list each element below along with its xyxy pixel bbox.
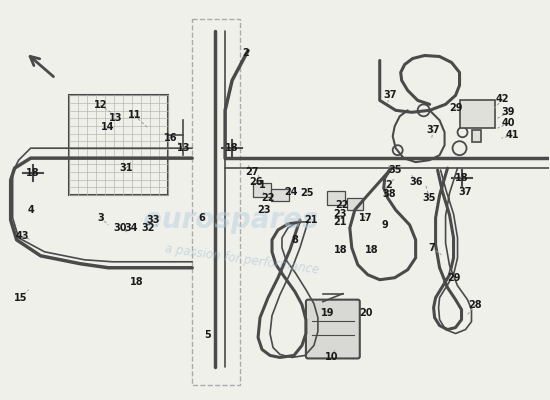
Text: 23: 23 — [333, 209, 346, 219]
FancyBboxPatch shape — [306, 300, 360, 358]
Text: 33: 33 — [146, 215, 160, 225]
Text: 14: 14 — [101, 122, 114, 132]
Text: 11: 11 — [128, 110, 141, 120]
Text: 10: 10 — [325, 352, 339, 362]
Text: 39: 39 — [502, 107, 515, 117]
Text: 9: 9 — [381, 220, 388, 230]
Text: 18: 18 — [365, 245, 378, 255]
Text: a passion for performance: a passion for performance — [164, 242, 320, 277]
Text: 32: 32 — [141, 223, 155, 233]
Text: 7: 7 — [428, 243, 435, 253]
Text: 37: 37 — [427, 125, 441, 135]
Text: 22: 22 — [335, 200, 349, 210]
Text: 6: 6 — [199, 213, 206, 223]
Text: 23: 23 — [257, 205, 271, 215]
Text: 12: 12 — [94, 100, 107, 110]
Text: 30: 30 — [114, 223, 127, 233]
Text: 16: 16 — [163, 133, 177, 143]
Text: 43: 43 — [16, 231, 29, 241]
Text: 3: 3 — [97, 213, 104, 223]
Text: 38: 38 — [382, 189, 395, 199]
Text: 36: 36 — [409, 177, 422, 187]
Text: 18: 18 — [130, 277, 143, 287]
Text: 17: 17 — [359, 213, 372, 223]
Text: 18: 18 — [455, 173, 469, 183]
Text: 8: 8 — [292, 235, 299, 245]
Text: 15: 15 — [14, 293, 28, 303]
Text: 2: 2 — [243, 48, 250, 58]
Bar — [460, 100, 496, 128]
Text: 25: 25 — [300, 188, 313, 198]
Text: 37: 37 — [383, 90, 397, 100]
FancyBboxPatch shape — [347, 198, 363, 210]
Text: 41: 41 — [505, 130, 519, 140]
Text: 35: 35 — [423, 193, 436, 203]
Text: 13: 13 — [109, 113, 122, 123]
Text: 29: 29 — [447, 273, 460, 283]
FancyBboxPatch shape — [253, 183, 271, 197]
Text: 34: 34 — [125, 223, 138, 233]
FancyBboxPatch shape — [327, 191, 345, 205]
Text: 21: 21 — [304, 215, 318, 225]
Text: 42: 42 — [496, 94, 509, 104]
Bar — [471, 130, 481, 142]
Text: 24: 24 — [284, 187, 298, 197]
Text: 27: 27 — [245, 167, 259, 177]
Text: 31: 31 — [120, 163, 133, 173]
Text: 19: 19 — [321, 308, 334, 318]
Text: 13: 13 — [177, 143, 190, 153]
Text: 29: 29 — [449, 103, 463, 113]
FancyBboxPatch shape — [271, 189, 289, 201]
Text: 21: 21 — [333, 217, 346, 227]
Text: 2: 2 — [386, 180, 392, 190]
Text: 5: 5 — [204, 330, 211, 340]
Text: 37: 37 — [459, 187, 472, 197]
Text: 35: 35 — [388, 165, 402, 175]
Text: 40: 40 — [502, 118, 515, 128]
Text: eurospares: eurospares — [144, 206, 319, 234]
Text: 22: 22 — [261, 193, 275, 203]
Text: 18: 18 — [226, 143, 239, 153]
Bar — [192, 19, 240, 385]
Text: 20: 20 — [359, 308, 372, 318]
Text: 28: 28 — [469, 300, 482, 310]
Text: 18: 18 — [334, 245, 348, 255]
Text: 4: 4 — [28, 205, 34, 215]
Bar — [69, 95, 168, 195]
Text: 1: 1 — [258, 180, 266, 190]
Text: 26: 26 — [249, 177, 263, 187]
Text: 18: 18 — [26, 168, 40, 178]
